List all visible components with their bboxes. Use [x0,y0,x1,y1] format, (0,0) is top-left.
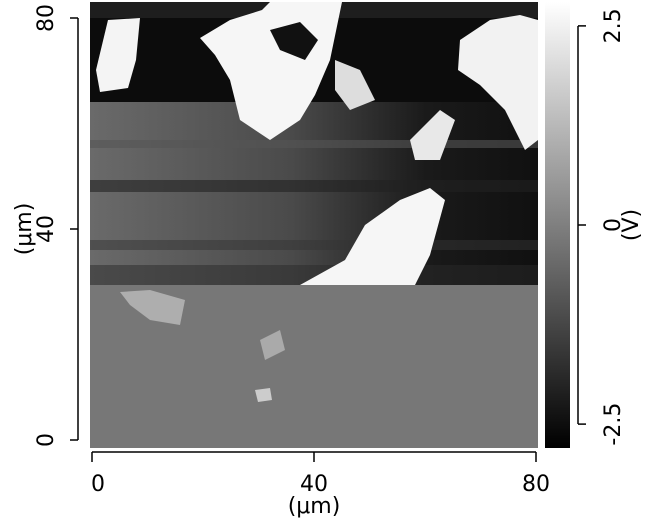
colorbar-label: (V) [619,209,644,241]
y-tick-label: 40 [34,215,59,243]
colorbar [545,2,570,448]
micrograph [90,2,538,448]
colorbar-tick-label: -2.5 [601,403,626,446]
colorbar-tick-label: 2.5 [601,8,626,43]
y-axis-label: (μm) [12,203,37,256]
x-tick-label: 0 [91,472,105,497]
x-axis-label: (μm) [288,494,341,519]
x-tick-label: 80 [522,472,550,497]
colorbar-tick-label: 0 [601,218,626,232]
x-tick-label: 40 [300,472,328,497]
y-tick-label: 80 [34,4,59,32]
y-tick-label: 0 [34,433,59,447]
